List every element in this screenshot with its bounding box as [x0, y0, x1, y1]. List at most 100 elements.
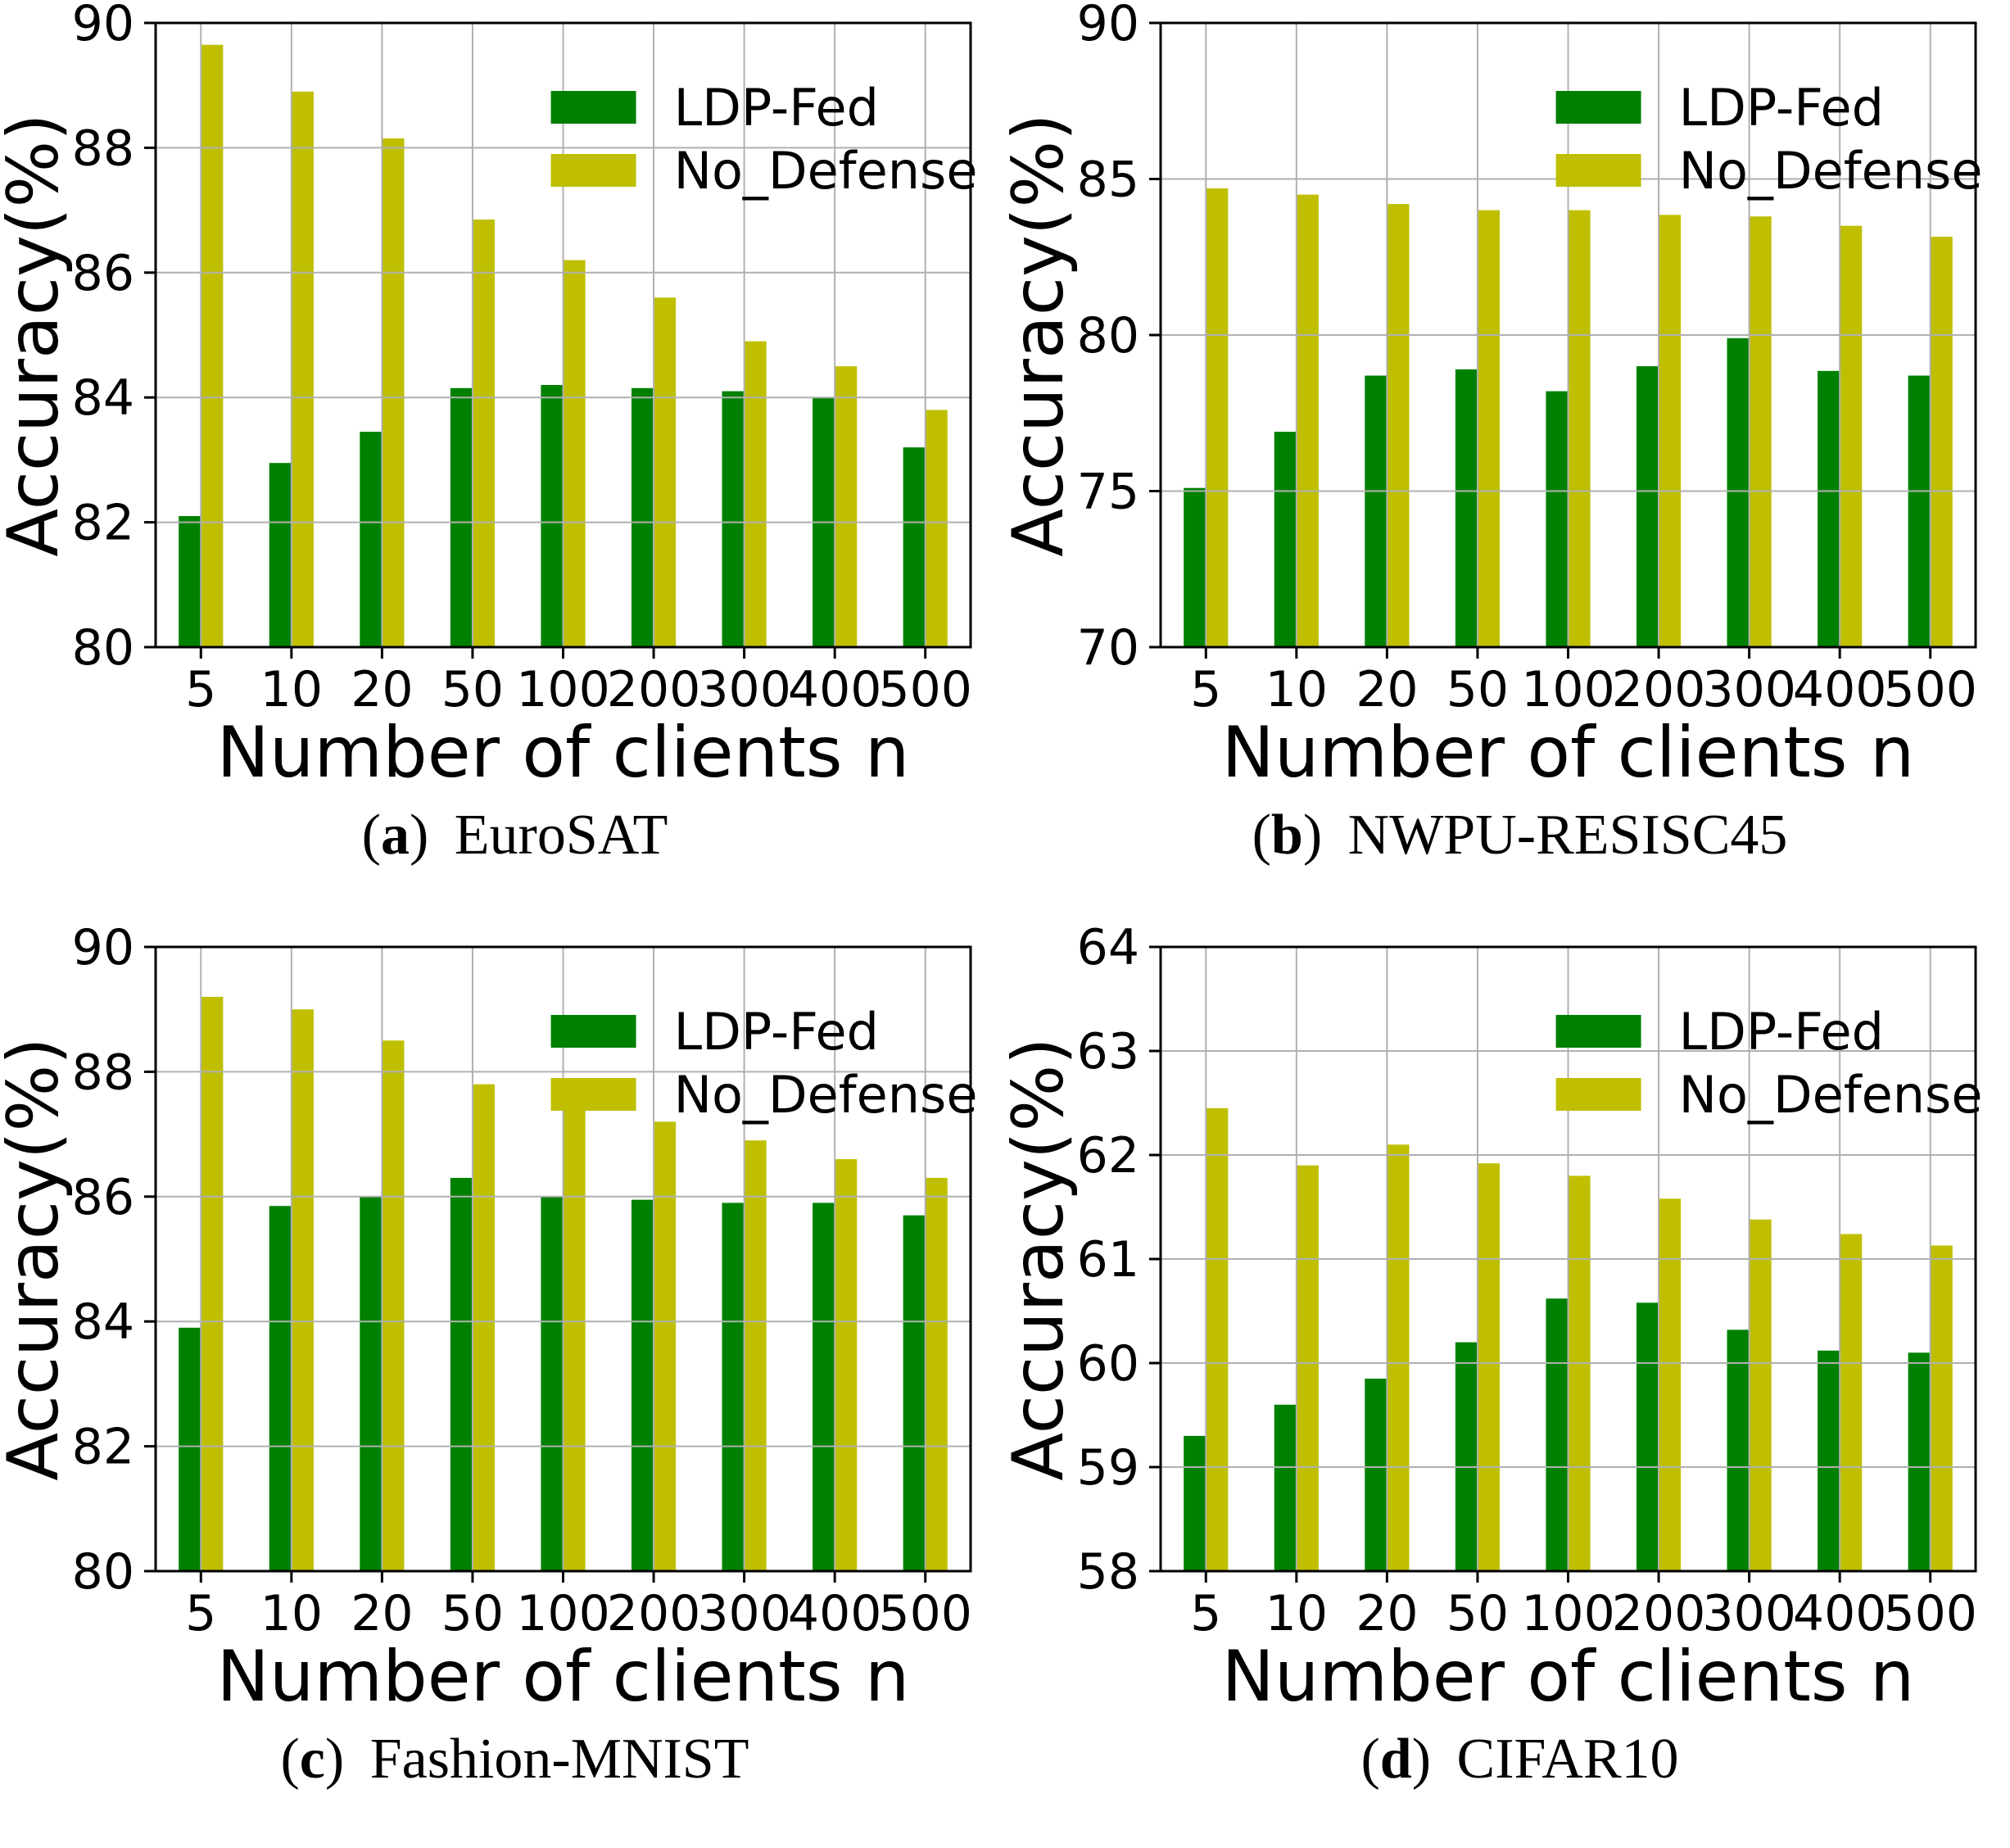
x-tick-label: 50 — [441, 1585, 504, 1642]
bar-ldp-fed-n300 — [1727, 337, 1750, 647]
x-tick-label: 20 — [1356, 1585, 1418, 1642]
bar-no-defense-n400 — [835, 1159, 858, 1571]
chart-caption-d: (d) CIFAR10 — [1360, 1728, 1679, 1791]
bar-ldp-fed-n200 — [631, 387, 654, 647]
x-axis-label: Number of clients n — [1222, 1636, 1915, 1709]
x-tick-label: 500 — [1883, 661, 1977, 718]
x-tick-label: 50 — [1446, 1585, 1509, 1642]
bar-no-defense-n200 — [654, 1121, 677, 1571]
bar-no-defense-n5 — [1206, 188, 1229, 647]
x-tick-label: 300 — [1702, 661, 1796, 718]
x-axis-label: Number of clients n — [217, 1636, 910, 1709]
caption-letter: d — [1379, 1728, 1412, 1791]
y-tick-label: 80 — [1077, 307, 1139, 365]
tick-marks — [144, 945, 927, 1583]
x-tick-label: 400 — [1793, 1585, 1887, 1642]
bar-ldp-fed-n50 — [1455, 369, 1478, 647]
x-tick-label: 500 — [878, 1585, 972, 1642]
legend-swatch-no-defense — [550, 154, 636, 187]
bar-no-defense-n500 — [1930, 1245, 1953, 1571]
legend-swatch-ldp-fed — [550, 91, 636, 124]
x-axis-label: Number of clients n — [217, 712, 910, 785]
y-tick-label: 59 — [1077, 1439, 1139, 1497]
bar-no-defense-n50 — [472, 220, 496, 647]
legend-swatch-no-defense — [1555, 154, 1641, 187]
bar-ldp-fed-n200 — [631, 1199, 654, 1571]
x-tick-label: 20 — [351, 1585, 413, 1642]
bar-ldp-fed-n200 — [1636, 366, 1659, 647]
gridlines — [1161, 22, 1976, 648]
x-tick-label: 10 — [1265, 661, 1328, 718]
chart-panel-a-eurosat: 80 82 84 86 88 90 5 10 20 50 100 200 300 400 500 Number… — [0, 0, 1005, 924]
bar-ldp-fed-n400 — [1818, 370, 1840, 647]
caption-title: EuroSAT — [454, 804, 668, 867]
bar-no-defense-n20 — [382, 1040, 405, 1571]
x-axis-label: Number of clients n — [1222, 712, 1915, 785]
x-tick-label: 200 — [607, 1585, 701, 1642]
bar-ldp-fed-n400 — [1818, 1350, 1840, 1571]
y-tick-label: 80 — [72, 619, 134, 677]
bar-chart-eurosat: 80 82 84 86 88 90 5 10 20 50 100200300400500Number… — [0, 0, 978, 785]
legend-label: LDP-Fed — [1679, 1002, 1884, 1062]
bar-no-defense-n5 — [201, 44, 224, 648]
caption-letter: b — [1270, 804, 1303, 867]
chart-panel-b-nwpu-resisc45: 70 75 80 85 90 5 10 20 50 100 200 300 400 500 Number o… — [1005, 0, 2010, 924]
bar-no-defense-n100 — [1568, 210, 1591, 648]
x-tick-label: 100 — [1521, 661, 1615, 718]
legend-swatch-ldp-fed — [1555, 91, 1641, 124]
bar-no-defense-n10 — [291, 91, 314, 647]
x-tick-label: 5 — [1190, 661, 1221, 718]
x-tick-label: 500 — [1883, 1585, 1977, 1642]
x-tick-label: 10 — [1265, 1585, 1328, 1642]
bar-no-defense-n50 — [472, 1084, 496, 1571]
bar-no-defense-n100 — [1568, 1175, 1591, 1571]
y-tick-label: 84 — [72, 369, 134, 427]
legend-label: No_Defense — [674, 1065, 978, 1125]
bar-ldp-fed-n100 — [541, 1196, 564, 1571]
x-tick-label: 50 — [441, 661, 504, 718]
x-tick-label: 5 — [185, 661, 216, 718]
y-tick-label: 62 — [1077, 1127, 1139, 1184]
legend-label: No_Defense — [674, 141, 978, 201]
caption-letter: a — [380, 804, 410, 867]
y-tick-label: 64 — [1077, 924, 1139, 976]
legend-label: LDP-Fed — [674, 78, 879, 138]
legend-swatch-no-defense — [550, 1078, 636, 1111]
bar-ldp-fed-n20 — [1365, 375, 1388, 647]
bar-ldp-fed-n10 — [269, 1206, 292, 1571]
bar-no-defense-n20 — [382, 138, 405, 648]
y-tick-label: 70 — [1077, 619, 1139, 677]
y-tick-label: 60 — [1077, 1335, 1139, 1393]
tick-marks — [1149, 945, 1932, 1583]
x-tick-label: 5 — [185, 1585, 216, 1642]
x-tick-label: 300 — [697, 1585, 791, 1642]
bar-chart-cifar10: 58 59 60 61 62 63 64 5 10 20 50 100200300400500Numb… — [1005, 924, 1983, 1709]
bar-ldp-fed-n100 — [1546, 1298, 1569, 1571]
tick-marks — [1149, 21, 1932, 659]
bar-ldp-fed-n100 — [541, 384, 564, 647]
bar-ldp-fed-n100 — [1546, 391, 1569, 647]
bar-ldp-fed-n20 — [360, 1196, 383, 1571]
legend-swatch-no-defense — [1555, 1078, 1641, 1111]
bar-ldp-fed-n50 — [450, 387, 473, 647]
bar-no-defense-n20 — [1387, 1144, 1410, 1571]
x-tick-label: 200 — [607, 661, 701, 718]
bar-no-defense-n500 — [925, 410, 948, 647]
bar-no-defense-n500 — [925, 1177, 948, 1571]
chart-caption-c: (c) Fashion-MNIST — [280, 1728, 749, 1791]
y-tick-label: 61 — [1077, 1231, 1139, 1289]
bar-no-defense-n100 — [563, 1103, 586, 1571]
bar-ldp-fed-n20 — [1365, 1379, 1388, 1571]
bar-no-defense-n300 — [1749, 1219, 1772, 1571]
y-tick-label: 82 — [72, 495, 134, 552]
y-tick-label: 85 — [1077, 152, 1139, 209]
y-tick-label: 88 — [72, 1044, 134, 1101]
bar-ldp-fed-n5 — [1184, 487, 1206, 647]
bar-ldp-fed-n300 — [722, 391, 745, 647]
bar-ldp-fed-n300 — [722, 1203, 745, 1571]
